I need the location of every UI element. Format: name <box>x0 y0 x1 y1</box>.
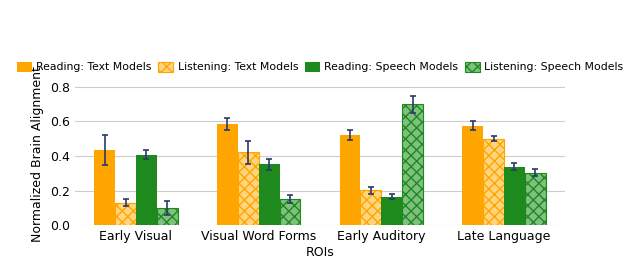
Bar <box>483 139 504 225</box>
Bar <box>340 135 360 225</box>
Y-axis label: Normalized Brain Alignment: Normalized Brain Alignment <box>31 66 44 242</box>
Bar <box>157 208 178 225</box>
Legend: Reading: Text Models, Listening: Text Models, Reading: Speech Models, Listening:: Reading: Text Models, Listening: Text Mo… <box>12 58 628 77</box>
Bar <box>136 155 157 225</box>
Bar <box>462 126 483 225</box>
Bar <box>360 190 381 225</box>
Bar <box>115 203 136 225</box>
Bar <box>217 124 238 225</box>
X-axis label: ROIs: ROIs <box>306 246 334 259</box>
Bar <box>259 164 280 225</box>
Bar <box>381 197 402 225</box>
Bar <box>94 150 115 225</box>
Bar <box>238 152 259 225</box>
Bar <box>504 167 525 225</box>
Bar <box>402 104 423 225</box>
Bar <box>525 173 546 225</box>
Bar <box>280 199 300 225</box>
